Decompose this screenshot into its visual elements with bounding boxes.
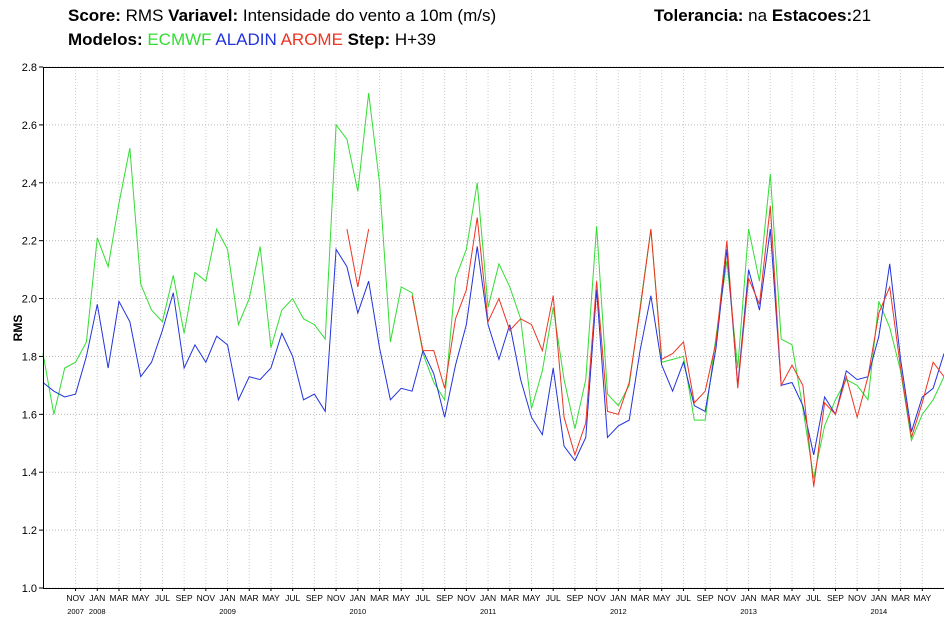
x-tick-label: JAN <box>350 593 366 603</box>
series-line <box>42 92 944 479</box>
x-tick-label: SEP <box>827 593 844 603</box>
x-tick-label: MAR <box>631 593 650 603</box>
x-tick-label: JUL <box>415 593 430 603</box>
y-tick-label: 1.6 <box>22 409 37 421</box>
score: RMS <box>126 6 164 25</box>
x-tick-label: JAN <box>871 593 887 603</box>
x-tick-label: MAR <box>110 593 129 603</box>
x-tick-label: JAN <box>480 593 496 603</box>
x-tick-label: NOV <box>66 593 85 603</box>
x-tick-label: JAN <box>89 593 105 603</box>
step-label: Step: <box>348 30 391 49</box>
year-label: 2011 <box>480 607 496 616</box>
x-tick-label: JAN <box>610 593 626 603</box>
y-tick-label: 2.8 <box>22 62 37 74</box>
variable-label: Variavel: <box>168 6 238 25</box>
y-tick-label: 1.0 <box>22 583 37 595</box>
legend-entry: ALADIN <box>215 30 276 49</box>
x-tick-label: MAR <box>891 593 910 603</box>
x-tick-label: MAY <box>913 593 931 603</box>
year-label: 2014 <box>871 607 888 616</box>
x-tick-label: SEP <box>697 593 714 603</box>
x-tick-label: MAR <box>500 593 519 603</box>
x-tick-label: JUL <box>546 593 561 603</box>
x-tick-label: MAR <box>370 593 389 603</box>
x-tick-label: JUL <box>285 593 300 603</box>
x-tick-label: JUL <box>155 593 170 603</box>
header-line-1: Score: RMS Variavel: Intensidade do vent… <box>68 6 496 25</box>
plot-frame <box>43 67 944 589</box>
x-tick-label: SEP <box>176 593 193 603</box>
x-tick-label: MAY <box>523 593 541 603</box>
x-tick-label: SEP <box>306 593 323 603</box>
year-label: 2012 <box>610 607 627 616</box>
y-tick-label: 1.2 <box>22 525 37 537</box>
x-tick-label: NOV <box>587 593 606 603</box>
legend-entry: AROME <box>281 30 343 49</box>
year-label: 2008 <box>89 607 106 616</box>
x-tick-label: NOV <box>848 593 867 603</box>
x-tick-label: MAY <box>262 593 280 603</box>
year-label: 2013 <box>740 607 757 616</box>
models-label: Modelos: <box>68 30 143 49</box>
score-label: Score: <box>68 6 121 25</box>
y-tick-label: 2.6 <box>22 120 37 132</box>
y-tick-label: 1.8 <box>22 351 37 363</box>
variable: Intensidade do vento a 10m (m/s) <box>243 6 496 25</box>
x-tick-label: MAY <box>132 593 150 603</box>
x-tick-label: JUL <box>806 593 821 603</box>
x-tick-label: MAY <box>783 593 801 603</box>
year-label: 2010 <box>349 607 366 616</box>
x-tick-label: MAY <box>392 593 410 603</box>
y-tick-label: 2.4 <box>22 178 37 190</box>
tolerance-label: Tolerancia: <box>654 6 743 25</box>
legend-entry: ECMWF <box>147 30 211 49</box>
x-tick-label: MAR <box>240 593 259 603</box>
x-tick-label: NOV <box>718 593 737 603</box>
x-tick-label: JUL <box>676 593 691 603</box>
header-line-2: Modelos: ECMWF ALADIN AROME Step: H+39 <box>68 30 436 49</box>
x-tick-label: NOV <box>457 593 476 603</box>
y-tick-label: 2.2 <box>22 236 37 248</box>
y-axis-label: RMS <box>11 315 25 342</box>
x-tick-label: SEP <box>566 593 583 603</box>
series-line <box>346 205 944 487</box>
y-tick-label: 1.4 <box>22 467 37 479</box>
x-tick-label: MAY <box>653 593 671 603</box>
x-tick-label: MAR <box>761 593 780 603</box>
x-tick-label: NOV <box>327 593 346 603</box>
x-tick-label: NOV <box>197 593 216 603</box>
year-label: 2007 <box>67 607 84 616</box>
step: H+39 <box>395 30 436 49</box>
x-tick-label: JAN <box>220 593 236 603</box>
x-tick-label: JAN <box>741 593 757 603</box>
year-label: 2009 <box>219 607 236 616</box>
header-tolerance: Tolerancia: na Estacoes:21 <box>654 6 871 25</box>
x-tick-label: SEP <box>436 593 453 603</box>
tolerance: na <box>748 6 767 25</box>
stations: 21 <box>852 6 871 25</box>
series-line <box>42 229 944 462</box>
stations-label: Estacoes: <box>772 6 852 25</box>
y-tick-label: 2.0 <box>22 294 37 306</box>
